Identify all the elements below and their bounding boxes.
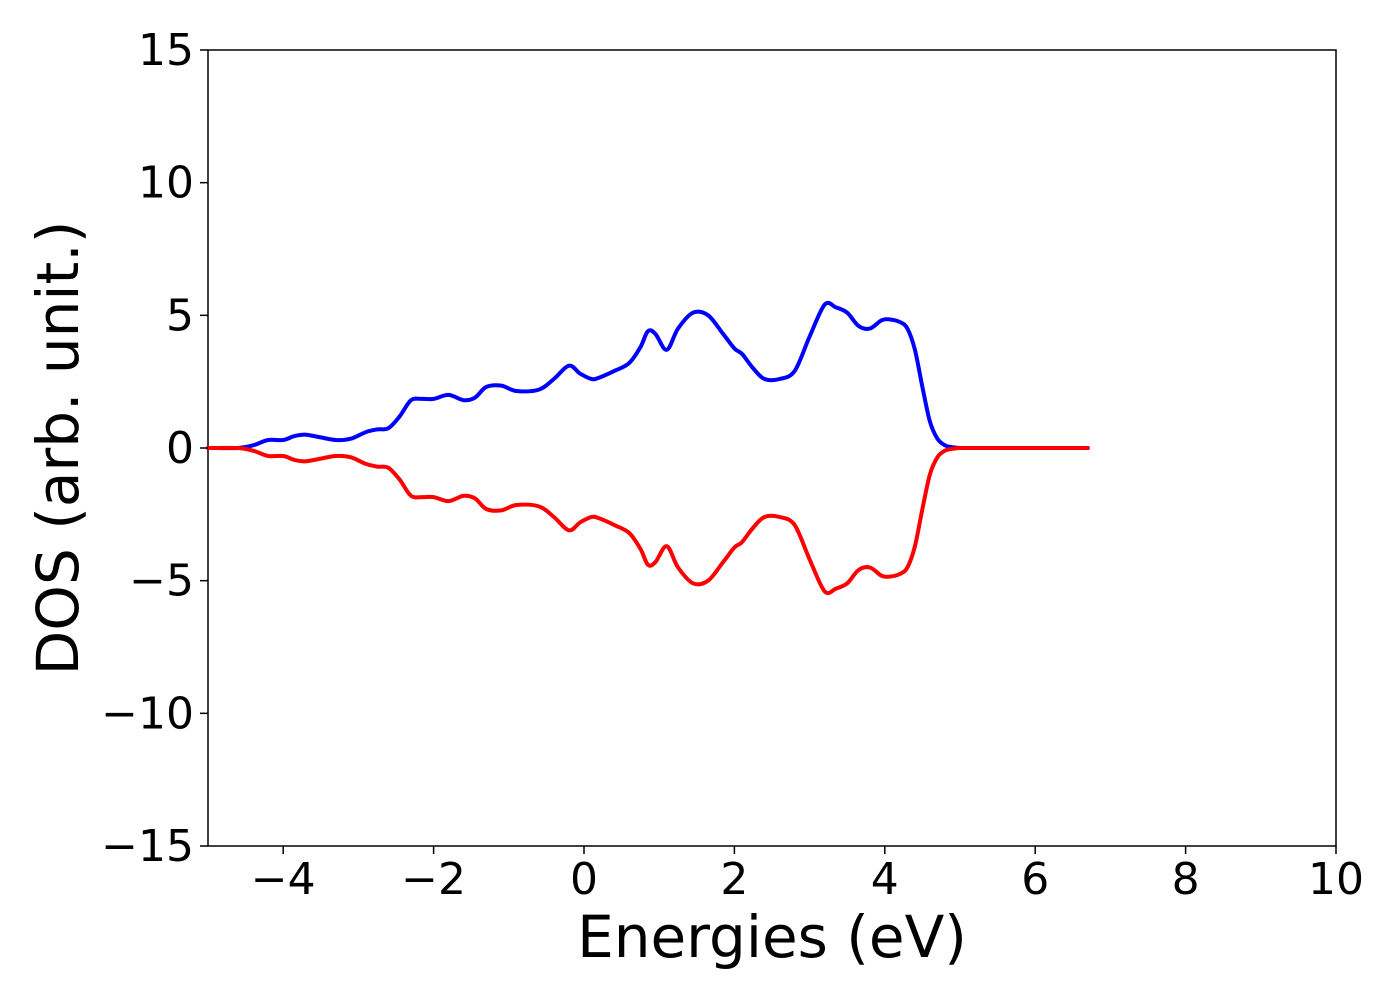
y-tick-label: 15 xyxy=(138,25,194,76)
y-tick-label: −10 xyxy=(101,688,194,739)
plot-frame xyxy=(207,49,1337,847)
x-tick-label: 6 xyxy=(1021,854,1049,905)
x-tick-label: −2 xyxy=(401,854,466,905)
y-tick-label: 0 xyxy=(166,423,194,474)
series-line-blue xyxy=(206,300,1090,451)
x-tick-label: 8 xyxy=(1172,854,1200,905)
x-tick-label: 2 xyxy=(720,854,748,905)
x-axis-label: Energies (eV) xyxy=(577,903,967,971)
y-tick-label: −5 xyxy=(129,556,194,607)
series-layer xyxy=(206,300,1090,596)
y-tick-label: 10 xyxy=(138,158,194,209)
x-tick-label: 4 xyxy=(871,854,899,905)
x-tick-label: −4 xyxy=(251,854,316,905)
y-axis-label: DOS (arb. unit.) xyxy=(24,221,92,676)
y-tick-label: 5 xyxy=(166,290,194,341)
x-axis-ticks: −4 −2 0 2 4 6 8 10 xyxy=(251,846,1364,905)
series-line-red xyxy=(206,445,1090,596)
x-tick-label: 0 xyxy=(570,854,598,905)
y-tick-label: −15 xyxy=(101,821,194,872)
x-tick-label: 10 xyxy=(1308,854,1364,905)
y-axis-ticks: −15 −10 −5 0 5 10 15 xyxy=(101,25,208,872)
